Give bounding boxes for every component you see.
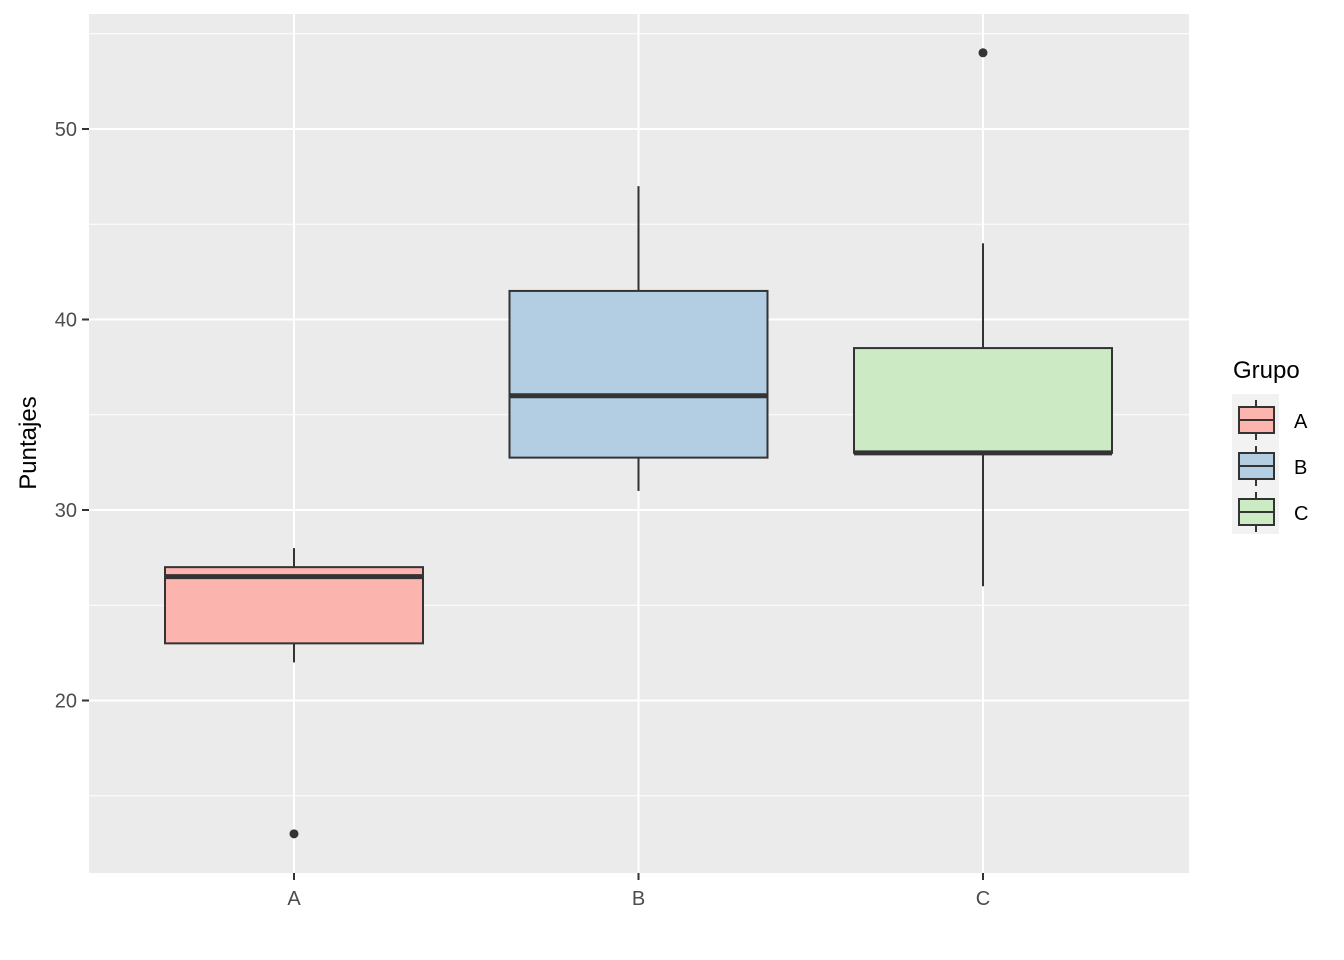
outlier-point [289, 829, 299, 839]
box-body [853, 347, 1113, 454]
legend-key-A: A [1238, 400, 1308, 440]
y-axis-ticks: 20 30 40 50 [55, 119, 89, 713]
box-body [508, 289, 769, 459]
legend-key-B: B [1238, 446, 1307, 486]
legend: Grupo A B C [1232, 357, 1308, 534]
legend-key-C: C [1238, 492, 1308, 532]
boxes [164, 48, 1113, 839]
x-tick-label: A [287, 888, 301, 910]
box-B [508, 186, 769, 491]
x-tick-label: B [632, 888, 645, 910]
box-C [853, 48, 1113, 587]
box-A [164, 548, 424, 839]
x-axis-ticks: A B C [287, 873, 990, 910]
y-axis-title: Puntajes [15, 396, 42, 489]
legend-title: Grupo [1233, 357, 1300, 384]
box-body [164, 566, 424, 645]
legend-label: B [1294, 457, 1307, 479]
y-tick-label: 30 [55, 500, 77, 522]
legend-label: C [1294, 503, 1308, 525]
y-tick-label: 20 [55, 691, 77, 713]
y-tick-label: 40 [55, 310, 77, 332]
y-tick-label: 50 [55, 119, 77, 141]
legend-label: A [1294, 411, 1308, 433]
x-tick-label: C [976, 888, 990, 910]
outlier-point [978, 48, 988, 58]
